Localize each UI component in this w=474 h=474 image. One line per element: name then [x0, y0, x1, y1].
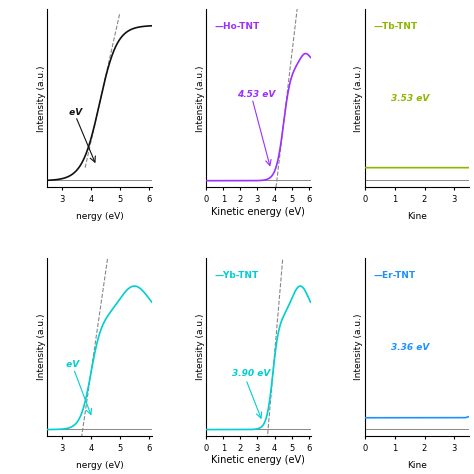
Text: 3.36 eV: 3.36 eV	[391, 343, 429, 352]
Text: nergy (eV): nergy (eV)	[76, 212, 124, 221]
Text: —Tb-TNT: —Tb-TNT	[373, 22, 417, 31]
Text: 3.90 eV: 3.90 eV	[232, 369, 271, 378]
Y-axis label: Intensity (a.u.): Intensity (a.u.)	[355, 314, 364, 381]
Y-axis label: Intensity (a.u.): Intensity (a.u.)	[196, 65, 205, 132]
Text: nergy (eV): nergy (eV)	[76, 461, 124, 470]
Text: —Ho-TNT: —Ho-TNT	[214, 22, 260, 31]
Text: —Er-TNT: —Er-TNT	[373, 271, 415, 280]
Y-axis label: Intensity (a.u.): Intensity (a.u.)	[196, 314, 205, 381]
Text: eV: eV	[63, 361, 79, 369]
Text: Kine: Kine	[407, 461, 427, 470]
Text: —Yb-TNT: —Yb-TNT	[214, 271, 259, 280]
Text: Kine: Kine	[407, 212, 427, 221]
Y-axis label: Intensity (a.u.): Intensity (a.u.)	[355, 65, 364, 132]
X-axis label: Kinetic energy (eV): Kinetic energy (eV)	[211, 207, 305, 217]
X-axis label: Kinetic energy (eV): Kinetic energy (eV)	[211, 456, 305, 465]
Y-axis label: Intensity (a.u.): Intensity (a.u.)	[37, 314, 46, 381]
Text: 4.53 eV: 4.53 eV	[237, 91, 276, 99]
Text: eV: eV	[66, 108, 82, 117]
Text: 3.53 eV: 3.53 eV	[391, 94, 429, 103]
Y-axis label: Intensity (a.u.): Intensity (a.u.)	[37, 65, 46, 132]
